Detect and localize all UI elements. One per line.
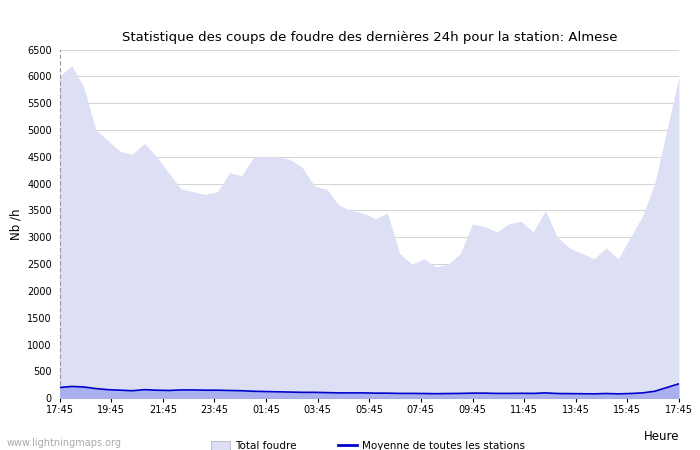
Title: Statistique des coups de foudre des dernières 24h pour la station: Almese: Statistique des coups de foudre des dern… bbox=[122, 31, 617, 44]
Text: Heure: Heure bbox=[643, 430, 679, 443]
Text: www.lightningmaps.org: www.lightningmaps.org bbox=[7, 438, 122, 448]
Y-axis label: Nb /h: Nb /h bbox=[10, 208, 23, 239]
